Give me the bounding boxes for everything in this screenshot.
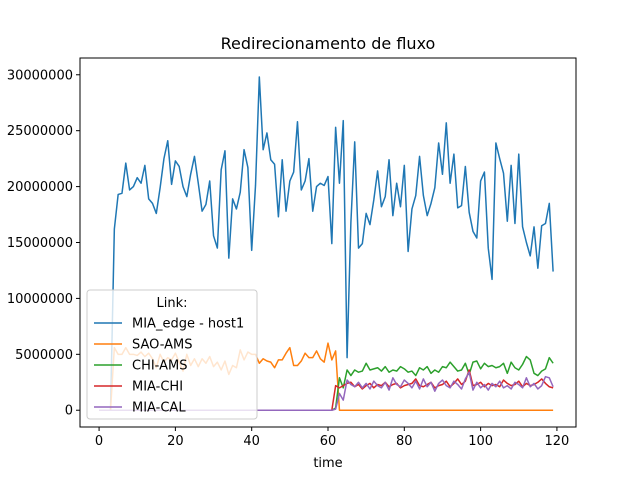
y-tick-label: 20000000	[7, 180, 73, 195]
x-axis: 0 20 40 60 80 100 120	[95, 427, 569, 449]
legend-title: Link:	[156, 296, 187, 311]
legend-box	[86, 289, 258, 420]
series-line-1	[99, 76, 554, 411]
y-tick-label: 15000000	[7, 236, 73, 251]
x-tick-label: 0	[95, 434, 103, 449]
legend-label-3: CHI-AMS	[132, 359, 187, 374]
x-tick-label: 120	[545, 434, 570, 449]
legend-entries: MIA_edge - host1 SAO-AMS CHI-AMS MIA-CHI MIA…	[94, 317, 244, 416]
y-tick-label: 25000000	[7, 124, 73, 139]
x-tick-label: 40	[243, 434, 260, 449]
x-tick-label: 20	[167, 434, 184, 449]
legend-label-5: MIA-CAL	[132, 401, 186, 416]
y-axis: 0 5000000 10000000 15000000 20000000 25000000…	[7, 68, 80, 419]
y-tick-label: 5000000	[15, 348, 73, 363]
legend-label-4: MIA-CHI	[132, 380, 183, 395]
x-tick-label: 60	[320, 434, 337, 449]
y-tick-label: 0	[65, 404, 73, 419]
legend-label-2: SAO-AMS	[132, 338, 193, 353]
chart-title: Redirecionamento de fluxo	[221, 34, 436, 53]
y-tick-label: 30000000	[7, 68, 73, 83]
x-tick-label: 80	[396, 434, 413, 449]
legend-label-1: MIA_edge - host1	[132, 317, 244, 332]
legend: Link: MIA_edge - host1 SAO-AMS CHI-AMS MIA-…	[86, 289, 258, 420]
x-tick-label: 100	[468, 434, 493, 449]
x-axis-label: time	[313, 456, 342, 471]
y-tick-label: 10000000	[7, 292, 73, 307]
